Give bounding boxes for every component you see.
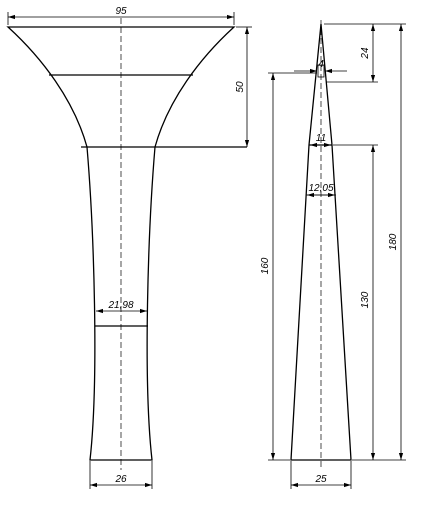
side-tip-height-label: 24 — [360, 47, 371, 60]
side-tip-height-dimension: 24 — [324, 23, 378, 83]
front-body-outline — [6, 26, 236, 461]
side-body-outline — [290, 23, 352, 461]
front-waist-width-label: 21,98 — [107, 300, 133, 311]
side-base-width-label: 25 — [314, 474, 327, 485]
front-view: 95 50 21,98 26 — [6, 6, 252, 489]
side-body-height-dimension: 160 — [260, 72, 317, 461]
side-total-height-dimension: 180 — [378, 23, 406, 461]
side-body-height-label: 160 — [260, 257, 271, 274]
front-flare-height-label: 50 — [235, 81, 246, 93]
side-tip-slot — [317, 64, 325, 78]
side-lower-height-label: 130 — [360, 291, 371, 308]
front-flare-height-dimension: 50 — [235, 26, 252, 147]
side-mid-width-dimension: 12,05 — [307, 183, 335, 198]
front-base-width-label: 26 — [114, 474, 127, 485]
side-upper-width-dimension: 11 — [310, 133, 331, 148]
side-base-width-dimension: 25 — [290, 461, 352, 489]
side-upper-width-label: 11 — [316, 133, 326, 144]
front-top-width-dimension: 95 — [7, 6, 235, 25]
side-view: 4 24 11 12,05 160 — [260, 20, 406, 489]
side-mid-width-label: 12,05 — [308, 183, 333, 194]
side-lower-height-dimension: 130 — [333, 144, 378, 461]
side-tip-width-label: 4 — [318, 59, 324, 70]
front-top-width-label: 95 — [115, 6, 127, 17]
side-tip-width-dimension: 4 — [294, 59, 347, 74]
front-base-width-dimension: 26 — [89, 461, 153, 489]
front-waist-width-dimension: 21,98 — [96, 300, 147, 314]
side-total-height-label: 180 — [388, 233, 399, 250]
